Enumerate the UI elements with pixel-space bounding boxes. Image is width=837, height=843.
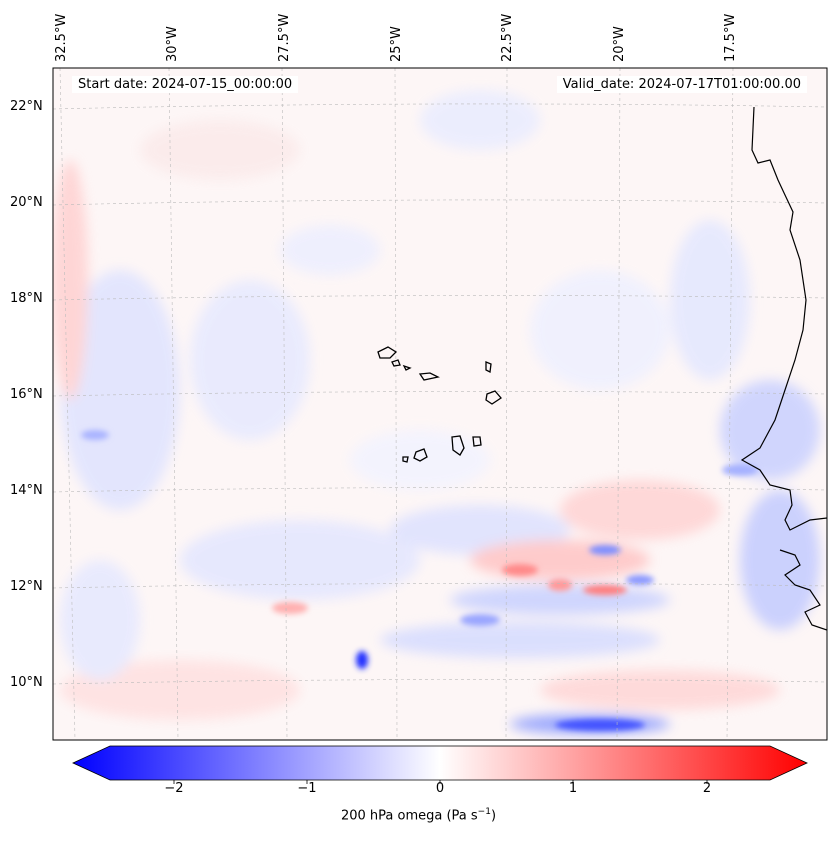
cape-verde-islands (377, 346, 502, 463)
lat-label: 16°N (10, 387, 43, 402)
colorbar-label: 200 hPa omega (Pa s−1) (340, 807, 497, 824)
lon-label: 32.5°W (54, 13, 69, 62)
lat-label: 20°N (10, 195, 43, 210)
omega-field (53, 68, 827, 740)
valid-date-label: Valid_date: 2024-07-17T01:00:00.00 (556, 76, 807, 93)
colorbar-tick: 2 (702, 781, 712, 796)
colorbar-tick: 0 (435, 781, 445, 796)
colorbar (72, 745, 808, 784)
map-frame (52, 67, 828, 741)
coastline (740, 106, 827, 531)
lat-label: 14°N (10, 483, 43, 498)
start-date-label: Start date: 2024-07-15_00:00:00 (72, 76, 299, 93)
colorbar-tick: −1 (297, 781, 317, 796)
lat-label: 18°N (10, 291, 43, 306)
lat-label: 12°N (10, 579, 43, 594)
lon-label: 30°W (165, 26, 180, 62)
lon-label: 25°W (389, 26, 404, 62)
colorbar-tick: 1 (568, 781, 578, 796)
colorbar-tick: −2 (164, 781, 184, 796)
lat-label: 10°N (10, 675, 43, 690)
lon-label: 17.5°W (723, 13, 738, 62)
lon-label: 27.5°W (277, 13, 292, 62)
lon-label: 22.5°W (500, 13, 515, 62)
lat-label: 22°N (10, 99, 43, 114)
lon-label: 20°W (612, 26, 627, 62)
